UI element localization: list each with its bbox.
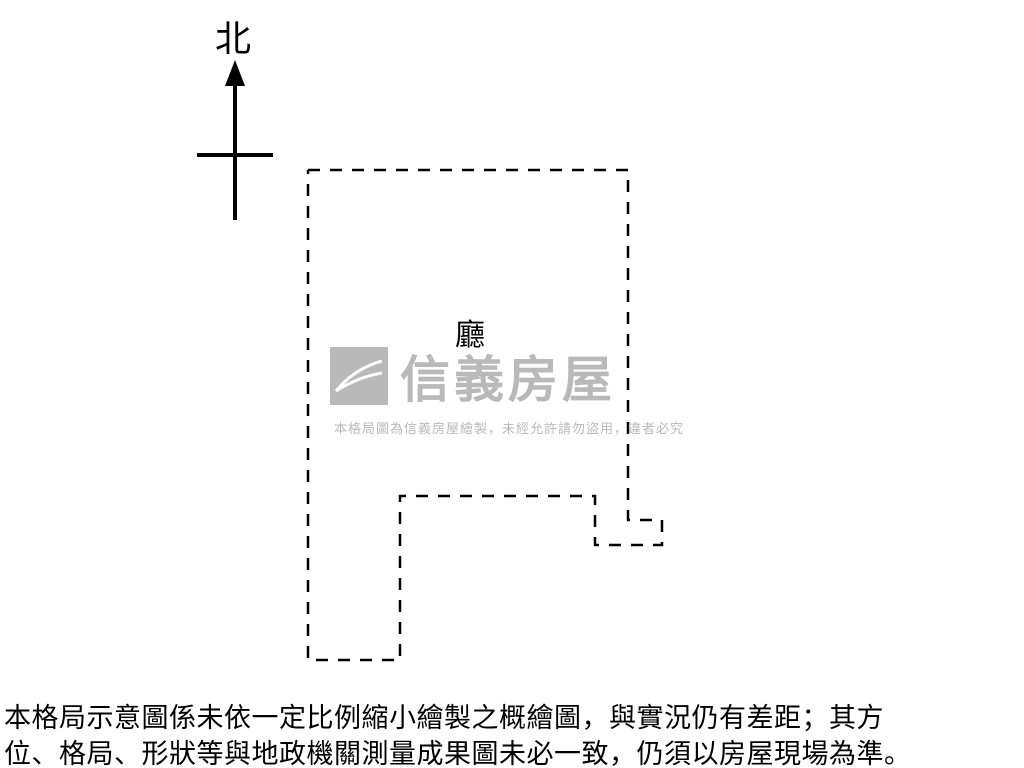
room-label-hall: 廳: [455, 310, 485, 354]
disclaimer-line2: 位、格局、形狀等與地政機關測量成果圖未必一致，仍須以房屋現場為準。: [4, 739, 912, 768]
disclaimer-text: 本格局示意圖係未依一定比例縮小繪製之概繪圖，與實況仍有差距；其方 位、格局、形狀…: [4, 700, 912, 768]
floorplan-outline: [0, 0, 1024, 768]
diagram-canvas: 北 信義房屋 本格局圖為信義房屋繪製，未經允許請勿盜用，違者必究 廳 本格局示意…: [0, 0, 1024, 768]
disclaimer-line1: 本格局示意圖係未依一定比例縮小繪製之概繪圖，與實況仍有差距；其方: [4, 703, 884, 733]
